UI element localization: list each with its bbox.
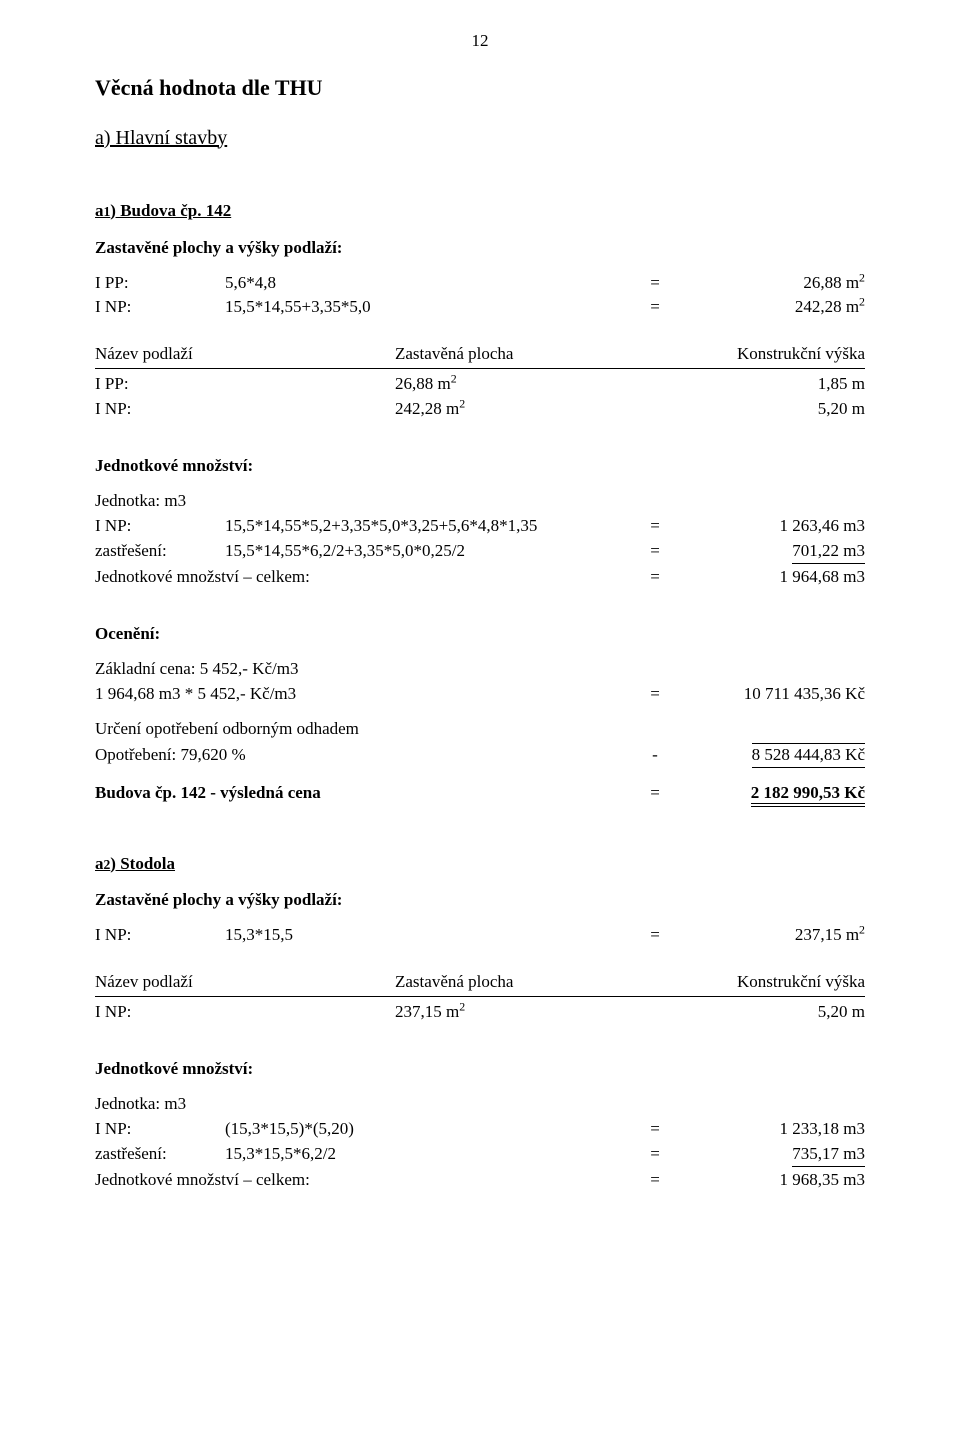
eq-expr: (15,3*15,5)*(5,20): [225, 1118, 635, 1141]
eq-row: I NP: 15,3*15,5 = 237,15 m2: [95, 924, 865, 947]
a1-jm-heading: Jednotkové množství:: [95, 455, 865, 478]
eq-row: I NP: 15,5*14,55+3,35*5,0 = 242,28 m2: [95, 296, 865, 319]
a1-ocen-heading: Ocenění:: [95, 623, 865, 646]
eq-label: I NP:: [95, 515, 225, 538]
eq-value: 26,88 m2: [675, 272, 865, 295]
document-page: 12 Věcná hodnota dle THU a) Hlavní stavb…: [0, 0, 960, 1450]
eq-label: Jednotkové množství – celkem:: [95, 566, 635, 589]
eq-label: zastřešení:: [95, 1143, 225, 1166]
eq-expr: 1 964,68 m3 * 5 452,- Kč/m3: [95, 683, 635, 706]
eq-value: 10 711 435,36 Kč: [675, 683, 865, 706]
table-row: I NP: 242,28 m2 5,20 m: [95, 398, 865, 421]
th-name: Název podlaží: [95, 971, 275, 994]
result-value: 2 182 990,53 Kč: [675, 782, 865, 805]
eq-sign: =: [635, 1169, 675, 1192]
eq-sign: =: [635, 1118, 675, 1141]
eq-value: 1 968,35 m3: [675, 1169, 865, 1192]
td-name: I NP:: [95, 398, 275, 421]
a1-unit: Jednotka: m3: [95, 490, 865, 513]
eq-value: 8 528 444,83 Kč: [675, 743, 865, 768]
eq-total-row: Jednotkové množství – celkem: = 1 968,35…: [95, 1169, 865, 1192]
eq-sign: =: [635, 540, 675, 563]
a2-zast-heading: Zastavěné plochy a výšky podlaží:: [95, 889, 865, 912]
table-header: Název podlaží Zastavěná plocha Konstrukč…: [95, 343, 865, 366]
eq-value: 237,15 m2: [675, 924, 865, 947]
section-a-heading: a) Hlavní stavby: [95, 125, 865, 152]
eq-label: zastřešení:: [95, 540, 225, 563]
eq-value: 1 263,46 m3: [675, 515, 865, 538]
eq-expr: 15,3*15,5*6,2/2: [225, 1143, 635, 1166]
table-row: I PP: 26,88 m2 1,85 m: [95, 373, 865, 396]
eq-sign: =: [635, 296, 675, 319]
eq-sign: =: [635, 515, 675, 538]
page-number: 12: [95, 30, 865, 53]
td-height: 1,85 m: [665, 373, 865, 396]
eq-label: I PP:: [95, 272, 225, 295]
th-height: Konstrukční výška: [665, 971, 865, 994]
eq-row: 1 964,68 m3 * 5 452,- Kč/m3 = 10 711 435…: [95, 683, 865, 706]
eq-value: 701,22 m3: [675, 540, 865, 564]
td-area: 242,28 m2: [275, 398, 665, 421]
a2-heading-text: a2) Stodola: [95, 854, 175, 873]
th-name: Název podlaží: [95, 343, 275, 366]
td-name: I NP:: [95, 1001, 275, 1024]
eq-sign: =: [635, 566, 675, 589]
eq-label: I NP:: [95, 296, 225, 319]
eq-expr: Opotřebení: 79,620 %: [95, 744, 635, 767]
eq-sign: =: [635, 782, 675, 805]
result-label: Budova čp. 142 - výsledná cena: [95, 782, 635, 805]
eq-value: 242,28 m2: [675, 296, 865, 319]
eq-value: 1 964,68 m3: [675, 566, 865, 589]
eq-value: 1 233,18 m3: [675, 1118, 865, 1141]
td-height: 5,20 m: [665, 398, 865, 421]
a1-heading-prefix: a1) Budova čp. 142: [95, 201, 231, 220]
eq-sign: =: [635, 924, 675, 947]
eq-total-row: Jednotkové množství – celkem: = 1 964,68…: [95, 566, 865, 589]
a2-heading: a2) Stodola: [95, 853, 865, 876]
th-height: Konstrukční výška: [665, 343, 865, 366]
eq-sign: -: [635, 744, 675, 767]
eq-expr: 15,5*14,55+3,35*5,0: [225, 296, 635, 319]
th-area: Zastavěná plocha: [275, 971, 665, 994]
th-area: Zastavěná plocha: [275, 343, 665, 366]
td-name: I PP:: [95, 373, 275, 396]
eq-value: 735,17 m3: [675, 1143, 865, 1167]
page-title: Věcná hodnota dle THU: [95, 73, 865, 103]
result-row: Budova čp. 142 - výsledná cena = 2 182 9…: [95, 782, 865, 805]
td-area: 26,88 m2: [275, 373, 665, 396]
eq-expr: 15,5*14,55*6,2/2+3,35*5,0*0,25/2: [225, 540, 635, 563]
eq-expr: 15,3*15,5: [225, 924, 635, 947]
eq-row: I NP: 15,5*14,55*5,2+3,35*5,0*3,25+5,6*4…: [95, 515, 865, 538]
eq-sign: =: [635, 683, 675, 706]
eq-expr: 5,6*4,8: [225, 272, 635, 295]
eq-sign: =: [635, 1143, 675, 1166]
eq-label: I NP:: [95, 1118, 225, 1141]
eq-row: zastřešení: 15,5*14,55*6,2/2+3,35*5,0*0,…: [95, 540, 865, 564]
eq-label: Jednotkové množství – celkem:: [95, 1169, 635, 1192]
td-area: 237,15 m2: [275, 1001, 665, 1024]
horizontal-rule: [95, 996, 865, 997]
eq-sign: =: [635, 272, 675, 295]
td-height: 5,20 m: [665, 1001, 865, 1024]
eq-row: zastřešení: 15,3*15,5*6,2/2 = 735,17 m3: [95, 1143, 865, 1167]
eq-row: I NP: (15,3*15,5)*(5,20) = 1 233,18 m3: [95, 1118, 865, 1141]
a2-unit: Jednotka: m3: [95, 1093, 865, 1116]
eq-row: I PP: 5,6*4,8 = 26,88 m2: [95, 272, 865, 295]
eq-row: Opotřebení: 79,620 % - 8 528 444,83 Kč: [95, 743, 865, 768]
a1-base-price: Základní cena: 5 452,- Kč/m3: [95, 658, 865, 681]
a1-zast-heading: Zastavěné plochy a výšky podlaží:: [95, 237, 865, 260]
a1-heading: a1) Budova čp. 142: [95, 200, 865, 223]
table-row: I NP: 237,15 m2 5,20 m: [95, 1001, 865, 1024]
horizontal-rule: [95, 368, 865, 369]
eq-label: I NP:: [95, 924, 225, 947]
eq-expr: 15,5*14,55*5,2+3,35*5,0*3,25+5,6*4,8*1,3…: [225, 515, 635, 538]
a1-wear-line: Určení opotřebení odborným odhadem: [95, 718, 865, 741]
a2-jm-heading: Jednotkové množství:: [95, 1058, 865, 1081]
table-header: Název podlaží Zastavěná plocha Konstrukč…: [95, 971, 865, 994]
